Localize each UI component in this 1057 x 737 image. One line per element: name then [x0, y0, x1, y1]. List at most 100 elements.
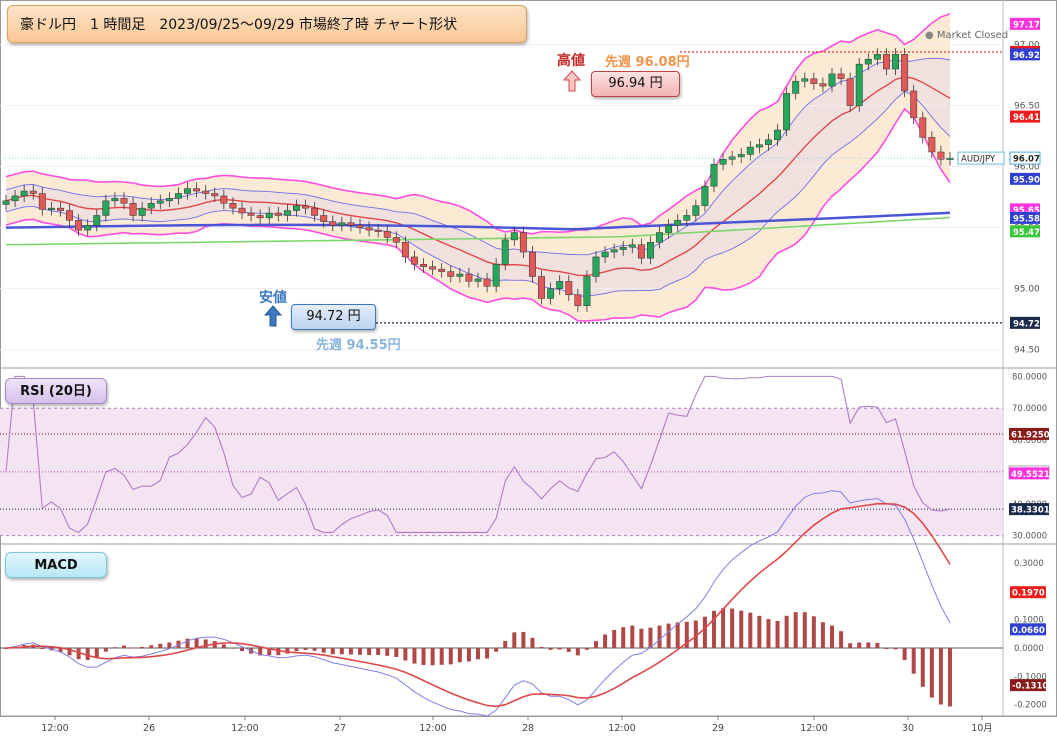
candle	[329, 221, 337, 226]
macd-histogram-bar	[276, 648, 281, 656]
macd-histogram-bar	[131, 647, 136, 649]
macd-line	[5, 490, 951, 717]
macd-tag	[1010, 586, 1046, 599]
candle	[937, 151, 945, 160]
candle	[320, 215, 328, 222]
candle	[665, 224, 673, 233]
candle	[374, 229, 382, 232]
candle	[283, 210, 291, 216]
rsi-tag	[1009, 467, 1049, 480]
candle	[556, 281, 564, 289]
macd-histogram-bar	[67, 648, 72, 656]
candle	[429, 266, 437, 270]
market-status-text: Market Closed	[936, 30, 1009, 41]
candle	[229, 203, 237, 209]
macd-histogram-bar	[911, 648, 916, 674]
low-arrow-icon	[264, 305, 282, 327]
macd-histogram-bar	[730, 608, 735, 648]
candle	[855, 63, 863, 106]
candle	[619, 246, 627, 250]
candle	[129, 203, 137, 216]
candle	[510, 232, 518, 241]
macd-histogram-bar	[312, 648, 317, 651]
macd-histogram-bar	[657, 625, 662, 648]
candle	[57, 207, 64, 211]
candle	[365, 227, 373, 231]
candle	[483, 278, 491, 287]
candle	[737, 154, 745, 158]
candle	[919, 117, 927, 138]
macd-histogram-bar	[176, 640, 181, 648]
candle	[102, 200, 110, 216]
high-value-box: 96.94 円	[591, 71, 680, 97]
candle	[84, 224, 92, 231]
macd-panel-label: MACD	[5, 552, 107, 578]
macd-histogram-bar	[857, 642, 862, 648]
price-tick-label: 95.00	[1014, 285, 1040, 295]
macd-histogram-bar	[548, 648, 553, 650]
macd-histogram-bar	[358, 648, 362, 655]
chart-title: 豪ドル円 1 時間足 2023/09/25～09/29 市場終了時 チャート形状	[7, 5, 527, 43]
rsi-panel-label: RSI (20日)	[5, 378, 107, 404]
rsi-tick-label: 80.0000	[1012, 372, 1047, 382]
macd-histogram-bar	[403, 648, 408, 661]
macd-histogram-bar	[140, 646, 145, 648]
candle	[683, 215, 691, 221]
macd-histogram-bar	[893, 648, 898, 650]
macd-histogram-bar	[839, 631, 844, 648]
ma-green-line	[5, 216, 951, 246]
macd-histogram-bar	[575, 648, 580, 656]
macd-histogram-bar	[612, 629, 617, 648]
rsi-tag	[1009, 503, 1049, 516]
macd-histogram-bar	[920, 648, 925, 687]
price-tag-label: 95.47	[1013, 228, 1040, 238]
macd-histogram-bar	[457, 648, 462, 663]
macd-histogram-bar	[149, 645, 154, 648]
x-tick-label: 27	[334, 723, 346, 734]
candle	[20, 190, 28, 197]
candle	[610, 249, 618, 253]
candle	[647, 242, 654, 259]
macd-histogram-bar	[240, 648, 244, 652]
macd-histogram-bar	[303, 648, 308, 650]
ma-blue-line	[5, 211, 951, 231]
candle	[392, 237, 400, 243]
candle	[946, 157, 954, 160]
macd-histogram-bar	[158, 643, 163, 648]
macd-tag-label: 0.1970	[1012, 589, 1045, 599]
macd-histogram-bar	[820, 622, 825, 648]
candle	[883, 54, 890, 70]
candle	[792, 80, 800, 94]
macd-tag-label: -0.1310	[1012, 682, 1048, 692]
macd-histogram-bar	[938, 648, 943, 705]
macd-histogram-bar	[503, 640, 508, 648]
candle	[256, 215, 264, 219]
macd-histogram-bar	[376, 648, 381, 655]
price-tag-label: 95.65	[1013, 206, 1040, 216]
candle	[165, 198, 173, 202]
candle	[837, 73, 845, 80]
macd-histogram-bar	[666, 623, 671, 648]
candle	[928, 137, 936, 153]
macd-histogram-bar	[793, 612, 798, 648]
x-tick-label: 30	[902, 723, 914, 734]
macd-tag	[1010, 679, 1046, 692]
rsi-line	[5, 375, 951, 534]
candle	[265, 212, 273, 219]
price-tag-label: 96.92	[1013, 51, 1040, 61]
candle	[755, 144, 763, 148]
macd-histogram-bar	[811, 616, 816, 648]
macd-histogram-bar	[766, 619, 771, 648]
x-tick-label: 12:00	[231, 723, 258, 734]
price-tag-label: 95.90	[1013, 175, 1040, 185]
candle	[501, 239, 509, 265]
candle	[274, 212, 282, 216]
candle	[810, 78, 818, 84]
price-tag-label: 95.58	[1013, 214, 1040, 224]
x-tick-label: 12:00	[419, 723, 446, 734]
macd-histogram-bar	[748, 612, 753, 648]
candle	[656, 232, 663, 243]
price-tag	[1010, 225, 1040, 238]
price-tick-label: 96.00	[1014, 163, 1040, 173]
